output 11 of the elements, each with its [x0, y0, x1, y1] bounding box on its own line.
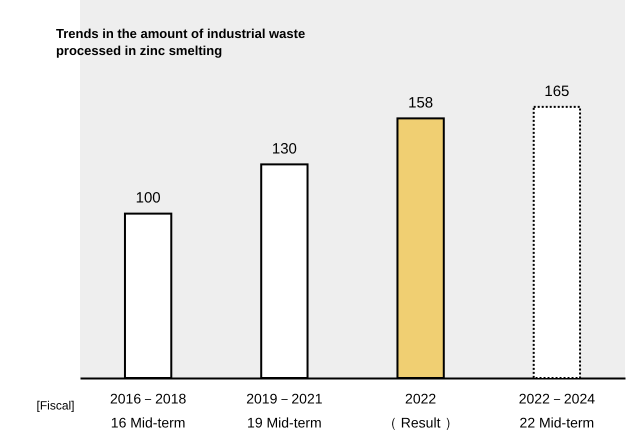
x-tick-label: 2022－2024 22 Mid-term	[518, 390, 596, 430]
text: Trends in the amount of industrial waste	[56, 26, 306, 41]
x-tick-label: 2022 （ Result ）	[382, 390, 458, 430]
data-label: 100	[136, 190, 161, 207]
data-label: 158	[408, 94, 434, 112]
text: processed in zinc smelting	[56, 43, 222, 58]
data-label: 130	[272, 140, 297, 158]
x-tick-label: 2019－2021 19 Mid-term	[246, 390, 323, 430]
x-tick-label: 2016－2018 16 Mid-term	[110, 390, 186, 430]
x-axis-title: [Fiscal]	[36, 398, 74, 412]
data-label: 165	[544, 82, 570, 100]
